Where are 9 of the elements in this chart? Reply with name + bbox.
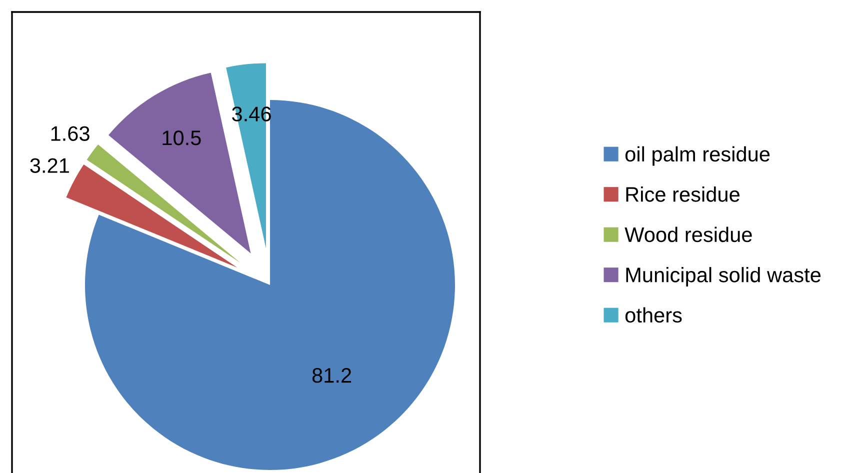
legend-label: oil palm residue [625,146,770,166]
legend-label: others [625,307,682,323]
data-label: 81.2 [312,368,352,383]
legend-label: Rice residue [626,186,740,202]
data-label: 3.21 [30,158,69,173]
data-label: 10.5 [162,130,201,146]
legend-label: Wood residue [624,226,752,242]
legend-label: Municipal solid waste [626,267,821,286]
data-label: 1.63 [51,126,90,141]
